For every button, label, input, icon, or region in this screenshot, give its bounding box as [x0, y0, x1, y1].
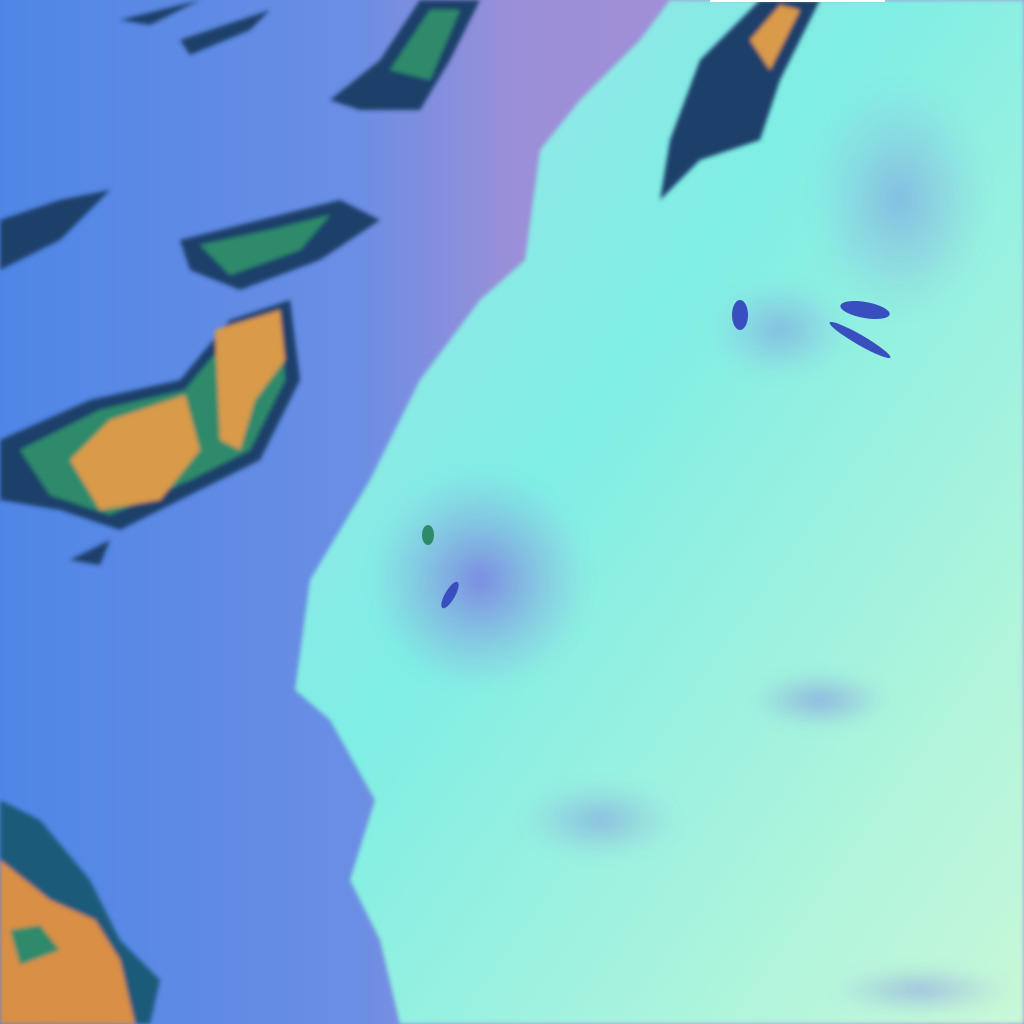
- land-dark-spots: [422, 300, 891, 609]
- clouds: [0, 0, 820, 565]
- continent-southwest: [0, 800, 160, 1024]
- top-edge-strip: [710, 0, 885, 2]
- land-shadows: [370, 80, 1010, 1015]
